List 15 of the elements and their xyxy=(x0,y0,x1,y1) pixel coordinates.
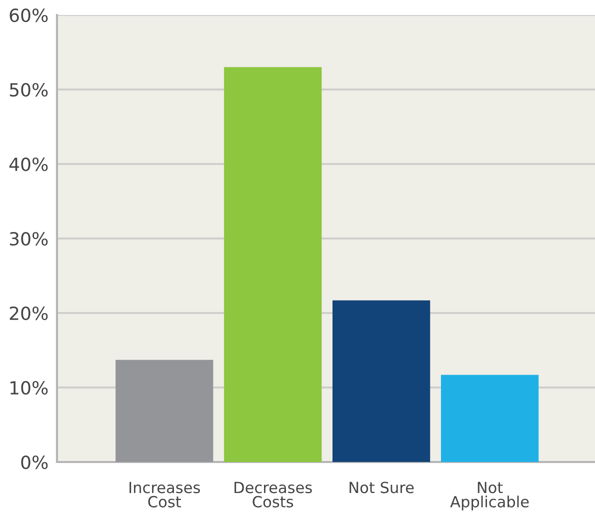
y-tick-label: 50% xyxy=(10,82,48,97)
bar xyxy=(116,360,214,462)
y-tick-label: 60% xyxy=(10,8,48,22)
x-tick-label: Increases Cost xyxy=(130,482,200,508)
y-tick-label: 40% xyxy=(9,157,48,172)
y-tick-label: 0% xyxy=(21,455,48,470)
bar xyxy=(440,374,539,462)
x-tick-label: Decreases Costs xyxy=(234,482,312,508)
y-tick-label: 20% xyxy=(10,306,48,320)
y-tick-label: 10% xyxy=(10,380,48,395)
y-tick-label: 30% xyxy=(10,232,48,246)
x-tick-label: Not Sure xyxy=(350,482,414,494)
bar xyxy=(224,67,322,462)
bar xyxy=(332,300,430,462)
x-tick-label: Not Applicable xyxy=(450,482,529,510)
